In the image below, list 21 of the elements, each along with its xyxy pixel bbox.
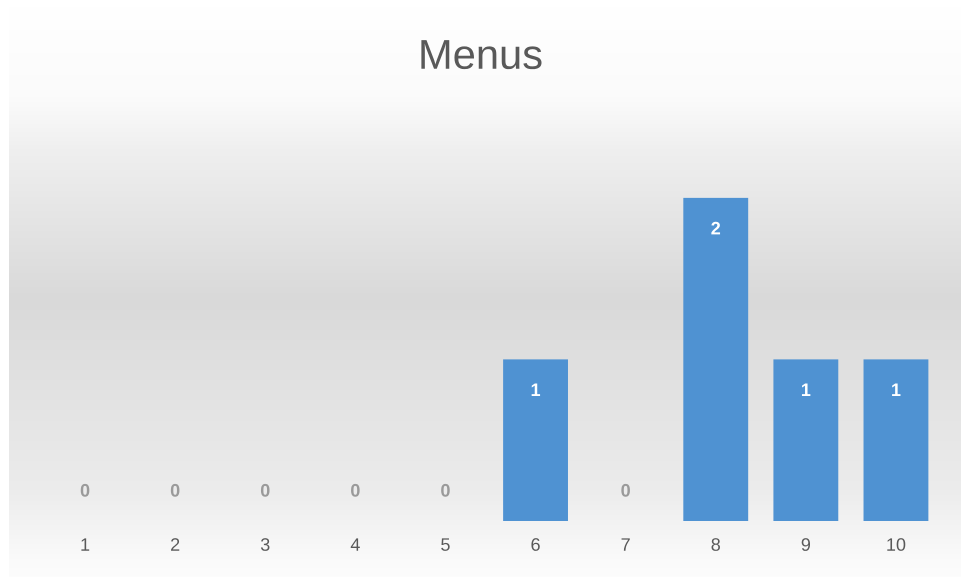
x-tick-label: 2 <box>171 538 180 551</box>
chart-title: Menus <box>421 40 542 70</box>
data-label: 0 <box>260 484 270 497</box>
x-tick-label: 9 <box>802 538 810 551</box>
data-label: 1 <box>532 384 540 396</box>
x-tick-label: 7 <box>622 538 630 551</box>
x-tick-label: 10 <box>887 538 906 551</box>
data-label: 1 <box>892 384 900 396</box>
data-label: 0 <box>621 484 630 497</box>
x-tick-label: 1 <box>81 538 90 551</box>
data-label: 2 <box>711 222 720 234</box>
x-tick-label: 3 <box>260 538 270 551</box>
data-label: 0 <box>441 484 450 497</box>
data-label: 0 <box>351 484 360 497</box>
x-tick-label: 8 <box>712 538 720 551</box>
x-tick-label: 5 <box>441 538 450 551</box>
x-tick-label: 6 <box>531 538 540 551</box>
data-label: 0 <box>80 484 90 497</box>
data-label: 0 <box>170 484 180 497</box>
data-label: 1 <box>802 384 810 396</box>
x-tick-label: 4 <box>350 538 360 551</box>
